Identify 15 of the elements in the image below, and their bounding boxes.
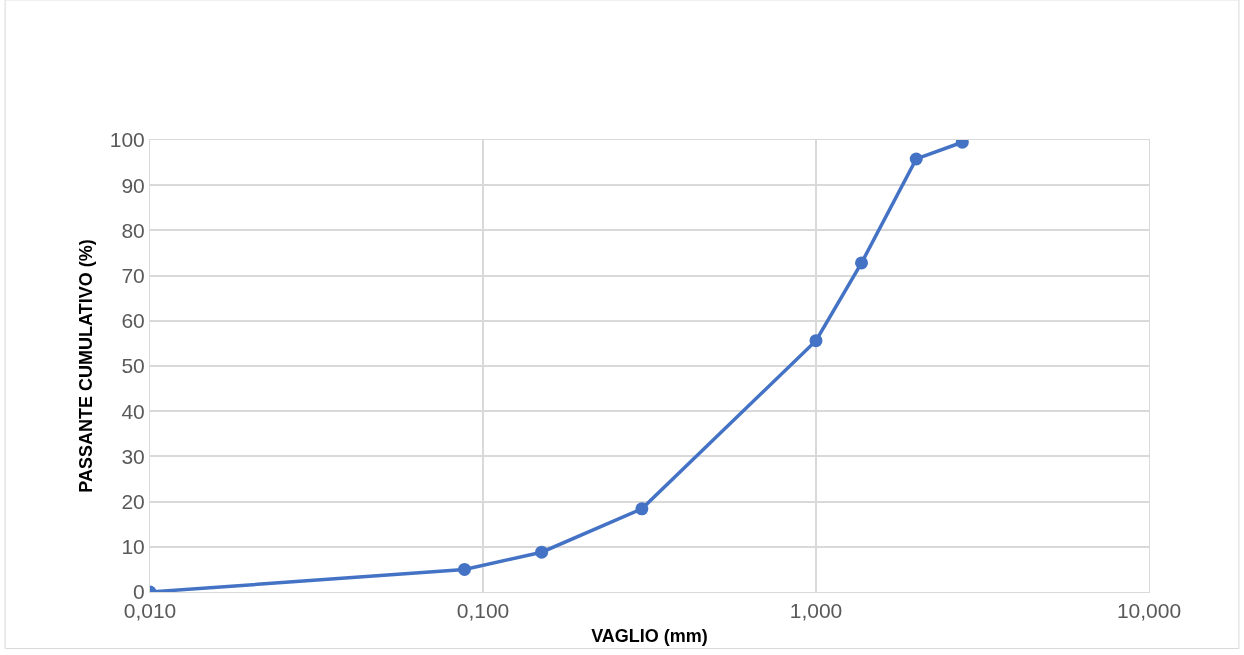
y-tick-label: 50 bbox=[121, 354, 145, 378]
y-tick-label: 40 bbox=[121, 399, 145, 423]
x-tick-label: 0,100 bbox=[456, 599, 510, 623]
x-tick-label: 10,000 bbox=[1116, 599, 1182, 623]
y-tick-label: 70 bbox=[121, 263, 145, 287]
y-tick-label: 10 bbox=[121, 535, 145, 559]
y-tick-label: 60 bbox=[121, 309, 145, 333]
y-tick-label: 90 bbox=[121, 173, 145, 197]
y-tick-label: 80 bbox=[121, 218, 145, 242]
y-axis-title: PASSANTE CUMULATIVO (%) bbox=[75, 239, 96, 493]
y-tick-label: 30 bbox=[121, 444, 145, 468]
x-tick-label: 1,000 bbox=[789, 599, 843, 623]
x-axis-title: VAGLIO (mm) bbox=[591, 626, 708, 647]
y-tick-label: 20 bbox=[121, 489, 145, 513]
y-tick-label: 100 bbox=[109, 128, 145, 152]
